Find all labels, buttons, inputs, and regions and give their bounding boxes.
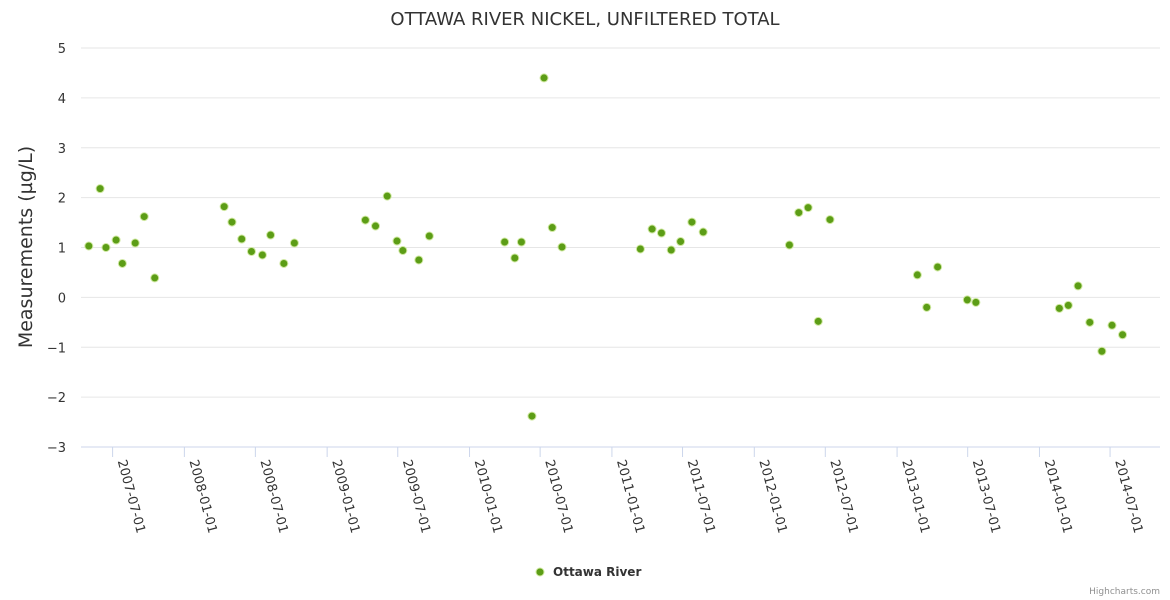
y-tick-label: 5 (58, 42, 66, 57)
data-point[interactable] (360, 215, 370, 225)
data-point[interactable] (698, 227, 708, 237)
data-point[interactable] (289, 238, 299, 248)
data-point[interactable] (398, 245, 408, 255)
grid-lines (81, 47, 1160, 448)
data-point[interactable] (392, 236, 402, 246)
data-point[interactable] (813, 316, 823, 326)
data-point[interactable] (676, 237, 686, 247)
x-tick-label: 2010-07-01 (541, 458, 575, 535)
data-point[interactable] (227, 217, 237, 227)
y-tick-label: −2 (47, 391, 66, 406)
y-tick-label: 4 (58, 92, 66, 107)
data-point[interactable] (219, 202, 229, 212)
data-point[interactable] (279, 258, 289, 268)
x-tick-label: 2012-07-01 (826, 458, 860, 535)
data-point[interactable] (912, 270, 922, 280)
x-tick-label: 2011-01-01 (613, 458, 647, 535)
data-point[interactable] (139, 212, 149, 222)
data-point[interactable] (922, 302, 932, 312)
data-point[interactable] (237, 234, 247, 244)
y-tick-label: −1 (47, 341, 66, 356)
y-tick-label: 1 (58, 242, 66, 257)
data-point[interactable] (1073, 281, 1083, 291)
x-tick-label: 2008-07-01 (257, 458, 291, 535)
data-point[interactable] (84, 241, 94, 251)
x-tick-label: 2011-07-01 (684, 458, 718, 535)
data-point[interactable] (527, 411, 537, 421)
data-point[interactable] (1085, 317, 1095, 327)
data-point[interactable] (803, 203, 813, 213)
data-point[interactable] (962, 295, 972, 305)
y-tick-label: 3 (58, 142, 66, 157)
data-point[interactable] (510, 253, 520, 263)
data-point[interactable] (1107, 320, 1117, 330)
y-tick-label: 2 (58, 192, 66, 207)
data-point[interactable] (547, 223, 557, 233)
data-point[interactable] (95, 184, 105, 194)
data-point[interactable] (371, 221, 381, 231)
data-point[interactable] (130, 238, 140, 248)
legend[interactable]: Ottawa River (535, 565, 641, 579)
data-point[interactable] (1097, 346, 1107, 356)
data-point[interactable] (150, 273, 160, 283)
data-point[interactable] (266, 230, 276, 240)
y-axis-label: Measurements (µg/L) (15, 146, 37, 348)
data-point[interactable] (635, 244, 645, 254)
data-point[interactable] (516, 237, 526, 247)
x-tick-label: 2008-01-01 (186, 458, 220, 535)
data-point[interactable] (666, 245, 676, 255)
data-point[interactable] (500, 237, 510, 247)
data-point[interactable] (557, 242, 567, 252)
x-tick-label: 2014-01-01 (1041, 458, 1075, 535)
y-axis-ticks: 5 4 3 2 1 0 −1 −2 −3 (47, 42, 66, 456)
y-tick-label: 0 (58, 291, 66, 306)
data-point[interactable] (382, 191, 392, 201)
x-tick-label: 2009-07-01 (399, 458, 433, 535)
x-tick-label: 2009-01-01 (328, 458, 362, 535)
data-point[interactable] (784, 240, 794, 250)
data-point[interactable] (825, 215, 835, 225)
data-point[interactable] (1063, 300, 1073, 310)
credits-link[interactable]: Highcharts.com (1089, 587, 1160, 597)
x-tick-label: 2013-07-01 (969, 458, 1003, 535)
y-tick-label: −3 (47, 441, 66, 456)
data-point[interactable] (1118, 330, 1128, 340)
x-tick-label: 2013-01-01 (898, 458, 932, 535)
x-axis: 2007-07-01 2008-01-01 2008-07-01 2009-01-01… (112, 447, 1145, 535)
x-tick-label: 2014-07-01 (1111, 458, 1145, 535)
data-point[interactable] (933, 262, 943, 272)
legend-item-ottawa-river[interactable]: Ottawa River (553, 565, 641, 579)
data-point[interactable] (1054, 303, 1064, 313)
legend-marker-icon (535, 567, 545, 577)
data-points[interactable] (84, 73, 1128, 421)
data-point[interactable] (424, 231, 434, 241)
data-point[interactable] (687, 217, 697, 227)
x-tick-label: 2010-01-01 (471, 458, 505, 535)
data-point[interactable] (539, 73, 549, 83)
data-point[interactable] (971, 297, 981, 307)
data-point[interactable] (656, 228, 666, 238)
chart-title: OTTAWA RIVER NICKEL, UNFILTERED TOTAL (390, 9, 779, 30)
data-point[interactable] (414, 255, 424, 265)
data-point[interactable] (101, 243, 111, 252)
data-point[interactable] (111, 235, 121, 245)
x-tick-label: 2012-01-01 (755, 458, 789, 535)
data-point[interactable] (117, 258, 127, 268)
data-point[interactable] (647, 224, 657, 234)
data-point[interactable] (246, 246, 256, 256)
data-point[interactable] (794, 208, 804, 218)
x-tick-label: 2007-07-01 (114, 458, 148, 535)
data-point[interactable] (257, 250, 267, 260)
